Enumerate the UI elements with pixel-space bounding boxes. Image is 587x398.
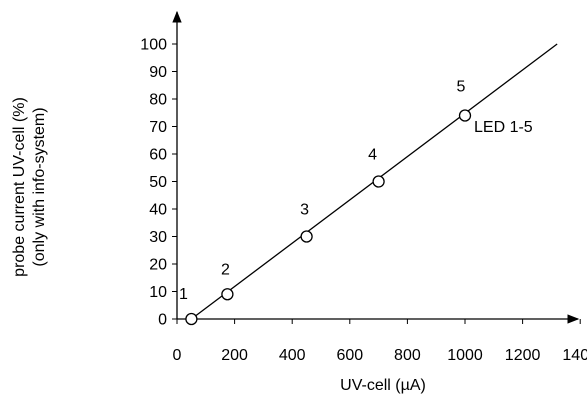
- point-label: 2: [221, 261, 230, 278]
- y-tick-label: 20: [149, 257, 167, 274]
- point-label: 4: [368, 147, 377, 164]
- y-tick-label: 0: [158, 312, 167, 329]
- y-tick-label: 50: [149, 174, 167, 191]
- x-tick-label: 1200: [505, 347, 541, 364]
- y-tick-label: 70: [149, 119, 167, 136]
- series: [185, 43, 558, 326]
- x-tick-label: 200: [221, 347, 248, 364]
- data-point: [458, 109, 472, 122]
- data-point: [300, 230, 313, 243]
- x-tick-label: 1000: [447, 347, 483, 364]
- x-tick-label: 1400: [562, 347, 587, 364]
- y-tick-label: 60: [149, 147, 167, 164]
- x-axis-title: UV-cell (µA): [340, 377, 426, 394]
- x-tick-label: 400: [279, 347, 306, 364]
- point-label: 3: [300, 202, 309, 219]
- y-tick-label: 80: [149, 92, 167, 109]
- data-point: [372, 175, 385, 188]
- y-axis-title: probe current UV-cell (%): [11, 97, 28, 277]
- point-label: 1: [179, 286, 188, 303]
- axes: [172, 10, 580, 324]
- data-point: [185, 312, 198, 326]
- y-tick-label: 100: [140, 37, 167, 54]
- x-tick-label: 0: [173, 347, 182, 364]
- labels: UV-cell (µA) probe current UV-cell (%) (on…: [11, 79, 533, 395]
- y-tick-label: 30: [149, 229, 167, 246]
- x-tick-label: 600: [336, 347, 363, 364]
- y-tick-label: 90: [149, 64, 167, 81]
- data-point: [221, 288, 234, 301]
- x-tick-label: 800: [394, 347, 421, 364]
- y-tick-label: 10: [149, 284, 167, 301]
- y-tick-label: 40: [149, 202, 167, 219]
- point-label: 5: [457, 79, 466, 96]
- y-axis-title-line2: (only with info-system): [31, 107, 48, 266]
- series-label: LED 1-5: [474, 119, 533, 136]
